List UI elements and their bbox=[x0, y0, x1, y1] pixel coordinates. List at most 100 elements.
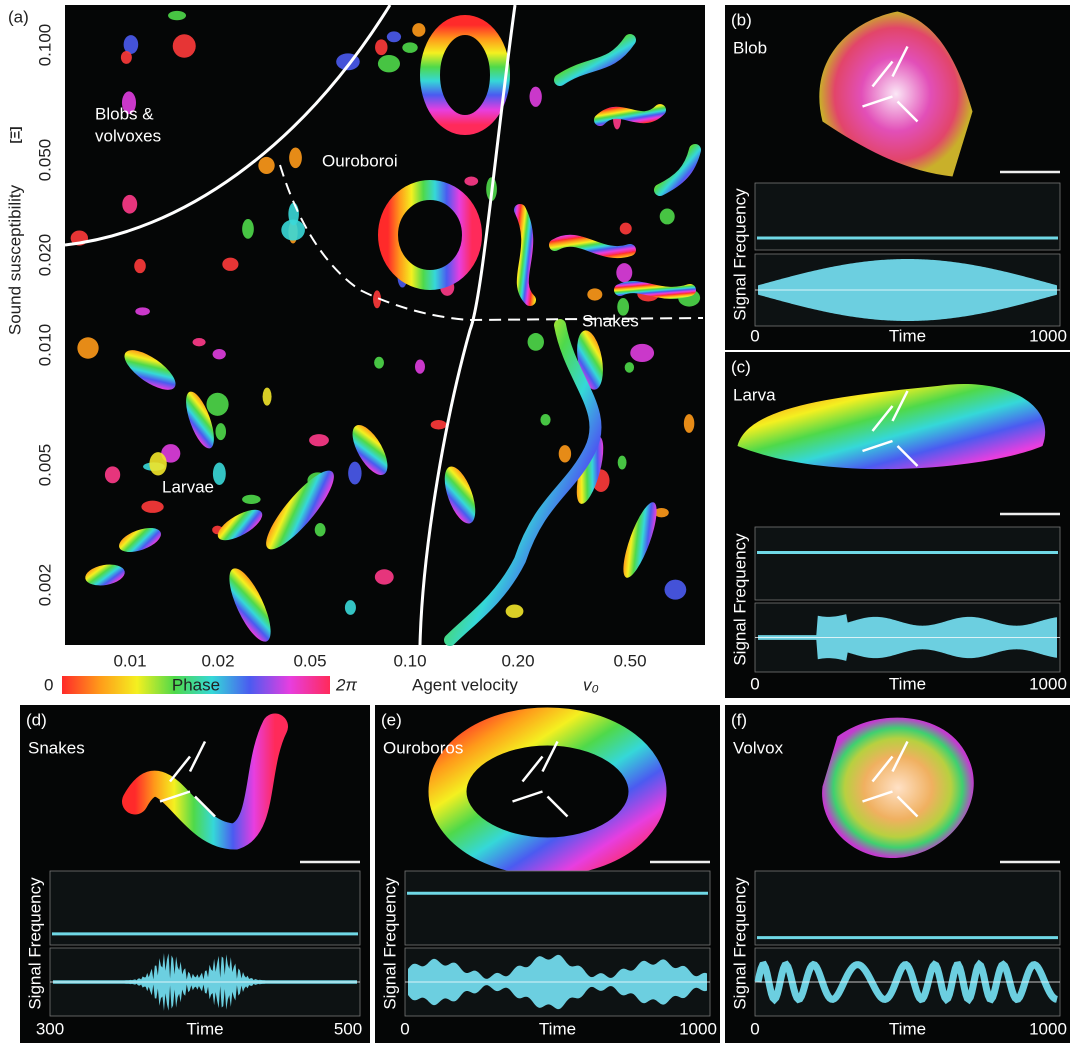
cluster bbox=[289, 147, 302, 169]
larva bbox=[576, 436, 604, 504]
cluster bbox=[212, 462, 226, 486]
panel-label: (a) bbox=[8, 7, 29, 26]
arrow bbox=[521, 755, 544, 783]
cluster bbox=[104, 466, 121, 484]
arrow bbox=[541, 740, 559, 773]
panel-label: (c) bbox=[731, 357, 751, 376]
arrow bbox=[891, 390, 909, 422]
cluster bbox=[374, 356, 384, 369]
cluster bbox=[414, 359, 425, 374]
x-tick-label: 0 bbox=[750, 674, 759, 693]
y-axis-label: Signal Frequency bbox=[730, 877, 749, 1010]
x-axis-label: Time bbox=[539, 1019, 576, 1038]
y-tick-label: 0.010 bbox=[35, 324, 54, 367]
ouroboros-image bbox=[428, 707, 667, 876]
y-tick-label: 0.100 bbox=[35, 24, 54, 67]
arrow bbox=[546, 795, 569, 818]
x-tick-label: 500 bbox=[334, 1019, 362, 1038]
arrow bbox=[896, 100, 919, 123]
x-axis-symbol: v₀ bbox=[583, 675, 599, 694]
snake-image bbox=[122, 713, 288, 850]
cluster bbox=[348, 461, 362, 485]
cluster bbox=[192, 337, 206, 347]
arrow bbox=[512, 790, 543, 803]
cluster bbox=[412, 23, 426, 37]
cluster bbox=[242, 494, 261, 504]
cluster bbox=[123, 35, 139, 54]
arrow bbox=[871, 755, 894, 783]
region-label: Snakes bbox=[582, 311, 639, 330]
snake bbox=[514, 204, 536, 306]
larva bbox=[217, 509, 263, 541]
cluster bbox=[587, 288, 603, 301]
cluster bbox=[375, 39, 388, 56]
colorbar bbox=[62, 676, 330, 694]
larva bbox=[444, 466, 476, 524]
ouroboros bbox=[420, 15, 510, 135]
x-axis-label: Time bbox=[889, 674, 926, 693]
larva bbox=[85, 564, 125, 586]
panel-title: Volvox bbox=[733, 738, 784, 757]
colorbar-label: Phase bbox=[172, 675, 220, 694]
cluster bbox=[161, 444, 181, 463]
colorbar-max: 2π bbox=[335, 675, 357, 694]
cluster bbox=[314, 522, 326, 537]
x-tick-label: 0 bbox=[750, 1019, 759, 1038]
arrow bbox=[862, 95, 893, 108]
cluster bbox=[281, 219, 305, 241]
phase-diagram-image bbox=[65, 5, 705, 645]
cluster bbox=[262, 387, 272, 406]
snake bbox=[654, 144, 701, 196]
arrow bbox=[169, 755, 191, 783]
spectrogram bbox=[404, 870, 711, 946]
x-tick-label: 0.05 bbox=[293, 651, 326, 670]
larva bbox=[229, 568, 271, 642]
cluster bbox=[402, 42, 418, 53]
larva bbox=[623, 502, 657, 578]
x-tick-label: 0.10 bbox=[393, 651, 426, 670]
cluster bbox=[464, 176, 479, 186]
cluster bbox=[617, 455, 627, 470]
x-tick-label: 1000 bbox=[1029, 326, 1067, 345]
cluster bbox=[215, 423, 227, 441]
blob-image bbox=[819, 11, 973, 177]
cluster bbox=[344, 600, 356, 615]
cluster bbox=[386, 31, 402, 43]
cluster bbox=[374, 569, 394, 585]
volvox-image bbox=[822, 717, 974, 859]
x-tick-label: 0.50 bbox=[613, 651, 646, 670]
cluster bbox=[120, 50, 132, 64]
cluster bbox=[630, 343, 655, 363]
arrow bbox=[194, 795, 216, 818]
cluster bbox=[659, 208, 675, 225]
arrow bbox=[871, 405, 894, 432]
arrow bbox=[188, 740, 207, 773]
larva bbox=[119, 527, 161, 553]
larva bbox=[266, 470, 334, 550]
cluster bbox=[121, 91, 137, 115]
panel-title: Blob bbox=[733, 38, 767, 57]
cluster bbox=[122, 194, 138, 214]
cluster bbox=[242, 219, 254, 239]
panel-label: (d) bbox=[26, 710, 47, 729]
cluster bbox=[135, 307, 150, 316]
region-label: Blobs & bbox=[95, 104, 154, 123]
ouroboros bbox=[378, 180, 482, 290]
arrow bbox=[891, 740, 909, 773]
cluster bbox=[222, 257, 239, 271]
colorbar-min: 0 bbox=[44, 675, 53, 694]
cluster bbox=[505, 604, 524, 618]
cluster bbox=[683, 414, 695, 433]
spectrogram bbox=[754, 182, 1061, 251]
cluster bbox=[134, 258, 146, 274]
panel-title: Ouroboros bbox=[383, 738, 463, 757]
y-tick-label: 0.005 bbox=[35, 444, 54, 487]
spectrogram bbox=[754, 870, 1061, 946]
x-axis-label: Time bbox=[889, 1019, 926, 1038]
panel-title: Snakes bbox=[28, 738, 85, 757]
x-tick-label: 0 bbox=[400, 1019, 409, 1038]
larva bbox=[186, 391, 214, 449]
x-tick-label: 0.20 bbox=[501, 651, 534, 670]
larva-image bbox=[737, 384, 1046, 470]
